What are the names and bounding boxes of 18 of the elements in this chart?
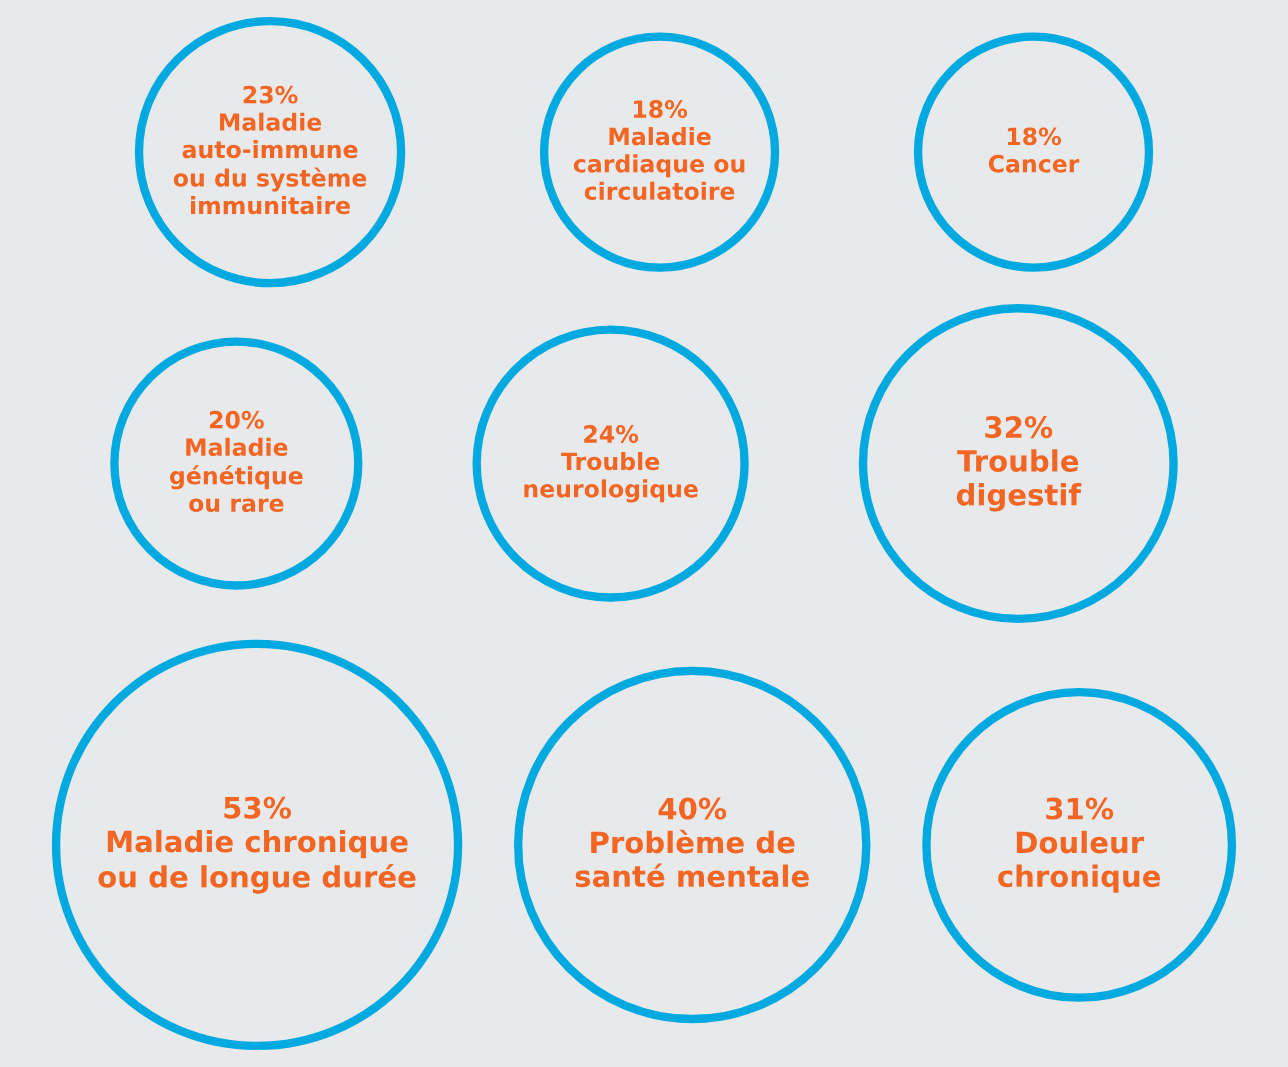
category-label: Trouble neurologique bbox=[524, 452, 698, 503]
category-label: Problème de santé mentale bbox=[575, 829, 809, 888]
category-label: Maladie génétique ou rare bbox=[169, 437, 303, 513]
category-label: Maladie cardiaque ou circulatoire bbox=[573, 127, 745, 200]
category-label: Trouble digestif bbox=[956, 449, 1082, 512]
data-label: 40% bbox=[658, 797, 727, 820]
data-label: 31% bbox=[1046, 797, 1114, 820]
data-label: 23% bbox=[243, 85, 298, 104]
data-label: 53% bbox=[224, 796, 292, 819]
data-label: 18% bbox=[633, 100, 688, 118]
data-label: 20% bbox=[209, 410, 264, 429]
data-label: 24% bbox=[584, 425, 639, 443]
data-label: 18% bbox=[1007, 127, 1062, 146]
category-label: Maladie chronique ou de longue durée bbox=[98, 829, 416, 894]
category-label: Cancer bbox=[988, 154, 1080, 173]
category-label: Douleur chronique bbox=[998, 830, 1161, 893]
data-label: 32% bbox=[985, 416, 1053, 439]
category-label: Maladie auto-immune ou du système immunitaire bbox=[173, 112, 367, 215]
